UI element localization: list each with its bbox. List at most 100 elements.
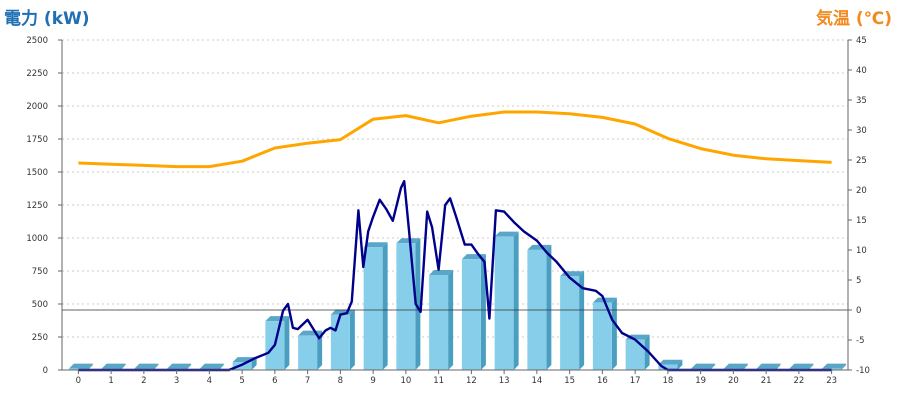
x-tick-label: 2 bbox=[141, 376, 146, 386]
bar bbox=[330, 309, 355, 370]
right-tick-label: 10 bbox=[856, 246, 867, 256]
bar-front bbox=[625, 339, 645, 370]
x-tick-label: 7 bbox=[305, 376, 310, 386]
bar-side bbox=[317, 330, 323, 370]
bar-front bbox=[232, 362, 252, 370]
x-tick-label: 20 bbox=[728, 376, 739, 386]
x-tick-label: 14 bbox=[531, 376, 542, 386]
left-tick-label: 750 bbox=[32, 267, 48, 277]
left-tick-label: 1500 bbox=[26, 168, 48, 178]
right-tick-label: 5 bbox=[856, 276, 861, 286]
bar-side bbox=[480, 254, 486, 370]
bar-side bbox=[284, 316, 290, 370]
bar-side bbox=[611, 297, 617, 370]
bar-top bbox=[199, 363, 224, 369]
x-tick-label: 22 bbox=[793, 376, 804, 386]
x-tick-label: 18 bbox=[662, 376, 673, 386]
bar-front bbox=[461, 259, 481, 370]
axis-layer: 0 250 500 750 1000 1250 1500 1750 20 0 0 2250 2500 -1… bbox=[26, 36, 870, 386]
line-layer bbox=[62, 110, 848, 372]
bar bbox=[822, 363, 847, 370]
x-tick-label: 17 bbox=[630, 376, 641, 386]
bar-top bbox=[429, 269, 454, 275]
left-tick-label: 1750 bbox=[26, 135, 48, 145]
left-tick-label: 0 bbox=[43, 366, 48, 376]
bar-top bbox=[396, 238, 421, 244]
bar bbox=[363, 242, 388, 370]
bar bbox=[265, 316, 290, 370]
left-tick-label: 2250 bbox=[26, 69, 48, 79]
bar-top bbox=[822, 363, 847, 369]
bar-top bbox=[723, 363, 748, 369]
bar-top bbox=[167, 363, 192, 369]
bar-side bbox=[742, 363, 748, 370]
bar-side bbox=[251, 357, 257, 370]
left-tick-label: 1000 bbox=[26, 234, 48, 244]
bar-top bbox=[363, 242, 388, 248]
left-tick-label: 1250 bbox=[26, 201, 48, 211]
bar-side bbox=[579, 271, 585, 370]
right-tick-label: 15 bbox=[856, 216, 867, 226]
x-tick-label: 10 bbox=[400, 376, 411, 386]
bar-side bbox=[775, 363, 781, 370]
bar bbox=[592, 297, 617, 370]
right-tick-label: 0 bbox=[856, 306, 861, 316]
right-tick-label: 30 bbox=[856, 126, 867, 136]
bar-layer bbox=[68, 231, 847, 370]
right-tick-label: -10 bbox=[856, 366, 870, 376]
bar-front bbox=[658, 364, 678, 370]
bar-side bbox=[644, 334, 650, 370]
x-tick-label: 4 bbox=[207, 376, 212, 386]
left-tick-label: 2500 bbox=[26, 36, 48, 46]
bar-side bbox=[87, 363, 93, 370]
bar bbox=[461, 254, 486, 370]
x-tick-label: 3 bbox=[174, 376, 179, 386]
bar-side bbox=[382, 242, 388, 370]
bar-side bbox=[120, 363, 126, 370]
right-tick-label: 35 bbox=[856, 96, 867, 106]
bar-front bbox=[822, 368, 842, 370]
x-tick-label: 1 bbox=[108, 376, 113, 386]
x-tick-label: 16 bbox=[597, 376, 608, 386]
x-tick-label: 13 bbox=[499, 376, 510, 386]
bar-front bbox=[592, 302, 612, 370]
bar bbox=[494, 231, 519, 370]
right-tick-label: 20 bbox=[856, 186, 867, 196]
bar-front bbox=[298, 335, 318, 370]
bar bbox=[429, 269, 454, 370]
x-tick-label: 23 bbox=[826, 376, 837, 386]
bar-side bbox=[677, 359, 683, 370]
x-tick-label: 9 bbox=[370, 376, 375, 386]
left-axis-title: 電力 (kW) bbox=[4, 9, 90, 29]
x-tick-label: 6 bbox=[272, 376, 277, 386]
bar-side bbox=[153, 363, 159, 370]
bar-top bbox=[68, 363, 93, 369]
bar bbox=[396, 238, 421, 370]
bar bbox=[298, 330, 323, 370]
bar-front bbox=[494, 236, 514, 370]
bar-side bbox=[546, 244, 552, 370]
bar-top bbox=[527, 244, 552, 250]
bar bbox=[625, 334, 650, 370]
bar-top bbox=[756, 363, 781, 369]
bar bbox=[658, 359, 683, 370]
power-line bbox=[78, 179, 832, 372]
right-tick-label: 40 bbox=[856, 66, 867, 76]
bar-side bbox=[841, 363, 847, 370]
bar-top bbox=[789, 363, 814, 369]
x-tick-label: 0 bbox=[76, 376, 81, 386]
x-tick-label: 12 bbox=[466, 376, 477, 386]
bar-side bbox=[710, 363, 716, 370]
bar-front bbox=[330, 314, 350, 370]
bar-side bbox=[349, 309, 355, 370]
x-tick-label: 21 bbox=[761, 376, 772, 386]
bar-front bbox=[68, 368, 88, 370]
bar-top bbox=[101, 363, 126, 369]
temperature-line bbox=[78, 110, 832, 169]
left-tick-label: 250 bbox=[32, 333, 48, 343]
bar-top bbox=[494, 231, 519, 237]
left-tick-label: 500 bbox=[32, 300, 48, 310]
right-axis-title: 気温 (℃) bbox=[815, 9, 892, 29]
bar-front bbox=[363, 247, 383, 370]
